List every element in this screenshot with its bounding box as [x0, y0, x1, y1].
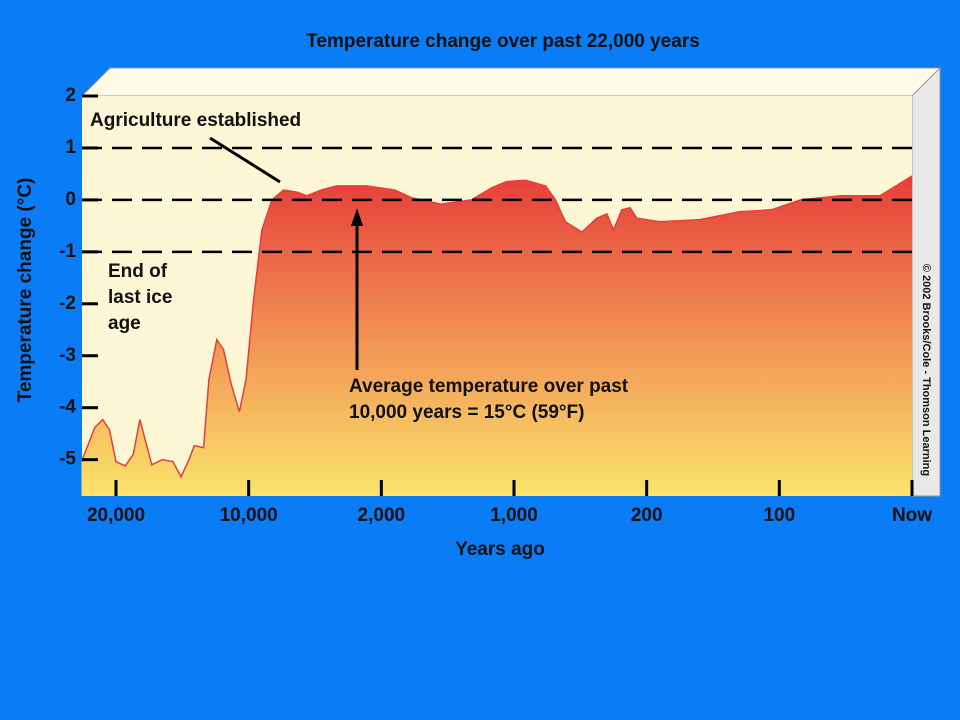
- x-tick-label: 1,000: [490, 505, 538, 526]
- annotation: 10,000 years = 15°C (59°F): [349, 402, 584, 423]
- area-layer: [80, 175, 913, 496]
- y-tick-label: 2: [65, 85, 76, 106]
- area-outline: [80, 175, 913, 479]
- chart-title: Temperature change over past 22,000 year…: [306, 31, 700, 52]
- x-tick-label: 2,000: [358, 505, 406, 526]
- annotation: Average temperature over past: [349, 376, 629, 397]
- y-tick-label: -1: [59, 241, 76, 262]
- x-tick-label: 20,000: [87, 505, 145, 526]
- x-tick-label: Now: [892, 505, 932, 526]
- x-tick-label: 200: [631, 505, 663, 526]
- credit: © 2002 Brooks/Cole - Thomson Learning: [920, 264, 932, 476]
- x-tick-label: 10,000: [220, 505, 278, 526]
- y-tick-label: -3: [59, 345, 76, 366]
- axis-layer: 2 1 0 -1 -2 -3 -4 -5 20,000 10,000 2,000 1,000 200 10…: [59, 85, 932, 526]
- x-tick-label: 100: [763, 505, 795, 526]
- area-fill: [81, 176, 912, 496]
- y-axis-label: Temperature change (°C): [15, 178, 36, 403]
- box-top: [80, 67, 942, 97]
- pointer-line: [209, 136, 281, 184]
- x-axis-label: Years ago: [455, 539, 545, 560]
- y-tick-label: -5: [59, 449, 76, 470]
- y-tick-label: 0: [65, 189, 76, 210]
- y-tick-label: -2: [59, 293, 76, 314]
- y-tick-label: -4: [59, 397, 76, 418]
- arrow-head: [351, 208, 363, 226]
- annotation: last ice: [108, 287, 172, 308]
- annotation: End of: [108, 261, 168, 282]
- y-tick-label: 1: [65, 137, 76, 158]
- annotation: age: [108, 313, 141, 334]
- annotation: Agriculture established: [90, 110, 301, 131]
